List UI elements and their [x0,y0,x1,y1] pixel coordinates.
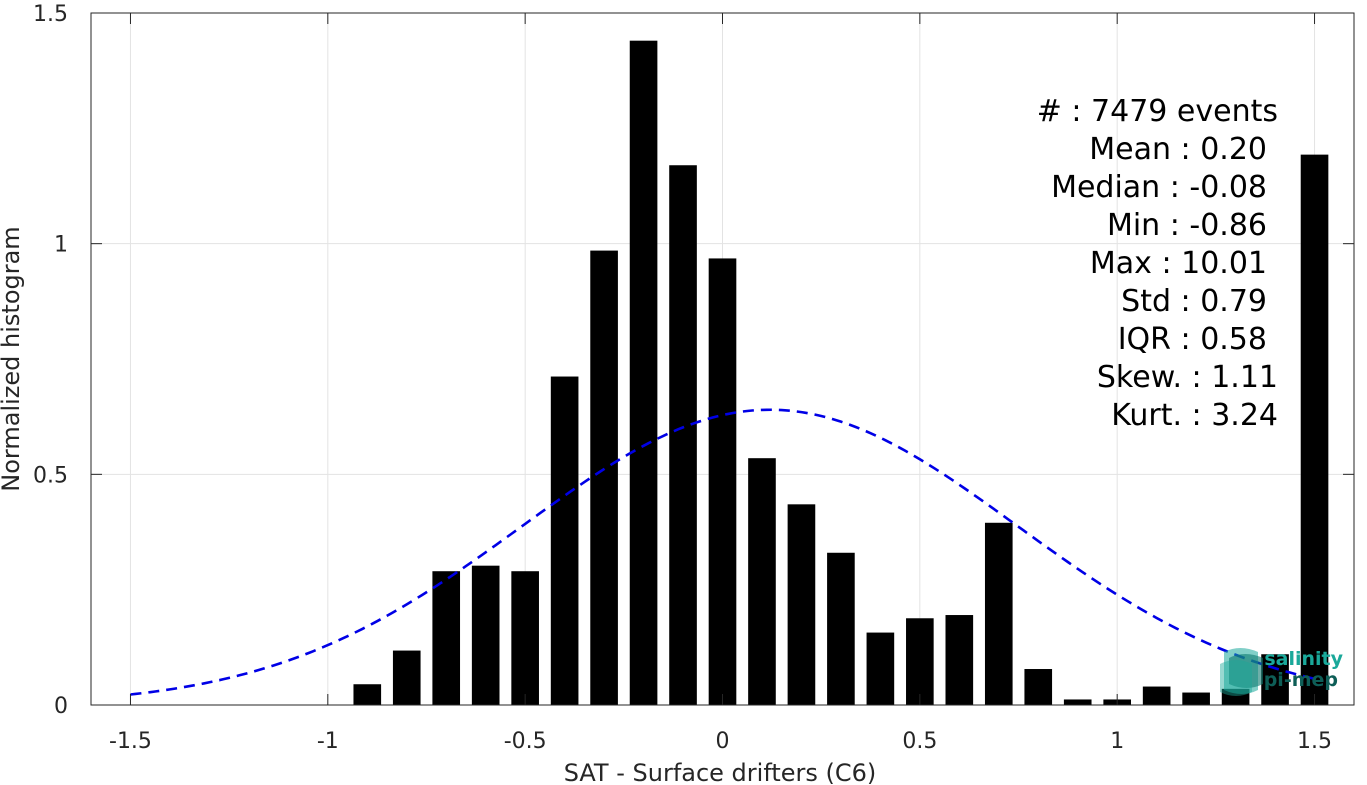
x-tick-label-0: -1.5 [109,729,152,754]
stat-skew: Skew. : 1.11 [1097,360,1278,395]
histogram-bar-20 [1142,686,1171,705]
gaussian-fit-curve [130,408,1315,696]
x-tick-label-4: 0.5 [902,729,937,754]
x-tick-label-3: 0 [716,729,730,754]
histogram-bar-16 [984,522,1013,705]
y-tick-labels: 0 0.5 1 1.5 [33,2,68,719]
histogram-bar-0 [353,684,382,705]
histogram-bar-10 [748,458,776,705]
histogram-bar-17 [1024,669,1053,705]
stat-iqr: IQR : 0.58 [1118,322,1267,357]
logo-text-salinity: salinity [1264,648,1343,670]
y-tick-label-0: 0 [54,694,68,719]
stat-mean: Mean : 0.20 [1089,132,1267,167]
stat-std: Std : 0.79 [1121,284,1267,319]
y-tick-label-1: 0.5 [33,463,68,488]
x-tick-label-2: -0.5 [504,729,547,754]
y-tick-label-2: 1 [54,233,68,258]
x-tick-label-1: -1 [317,729,339,754]
y-tick-label-3: 1.5 [33,2,68,27]
logo-text-pimep: pi-mep [1264,669,1338,691]
histogram-bar-6 [590,250,618,705]
histogram-bar-18 [1063,699,1092,705]
histogram-bar-9 [708,258,737,705]
histogram-bar-21 [1182,692,1210,705]
x-tick-label-6: 1.5 [1297,729,1332,754]
histogram-bar-8 [669,165,697,706]
histogram-bars [353,40,1329,706]
axis-ticks [91,12,1354,706]
x-tick-labels: -1.5 -1 -0.5 0 0.5 1 1.5 [109,729,1332,754]
histogram-bar-12 [827,552,855,705]
histogram-bar-15 [945,615,974,705]
statistics-box: # : 7479 events Mean : 0.20 Median : -0.… [1037,94,1278,433]
histogram-bar-23 [1261,654,1289,705]
histogram-bar-1 [392,650,421,705]
stat-kurt: Kurt. : 3.24 [1111,398,1278,433]
histogram-bar-2 [432,571,461,705]
histogram-bar-13 [866,632,895,705]
histogram-bar-14 [906,618,934,705]
histogram-bar-3 [471,565,500,705]
stat-max: Max : 10.01 [1090,246,1267,281]
salinity-pi-mep-logo: salinity pi-mep [1220,648,1344,696]
histogram-bar-5 [550,376,579,705]
x-tick-label-5: 1 [1110,729,1124,754]
histogram-bar-7 [629,40,658,706]
histogram-bar-4 [511,571,539,705]
y-axis-label: Normalized histogram [0,226,25,491]
histogram-bar-11 [787,504,816,705]
stat-min: Min : -0.86 [1107,208,1267,243]
x-axis-label: SAT - Surface drifters (C6) [564,759,877,785]
histogram-bar-24 [1300,154,1329,705]
stat-count: # : 7479 events [1037,94,1278,129]
stat-median: Median : -0.08 [1051,170,1267,205]
logo-wave-icon [1220,648,1263,696]
